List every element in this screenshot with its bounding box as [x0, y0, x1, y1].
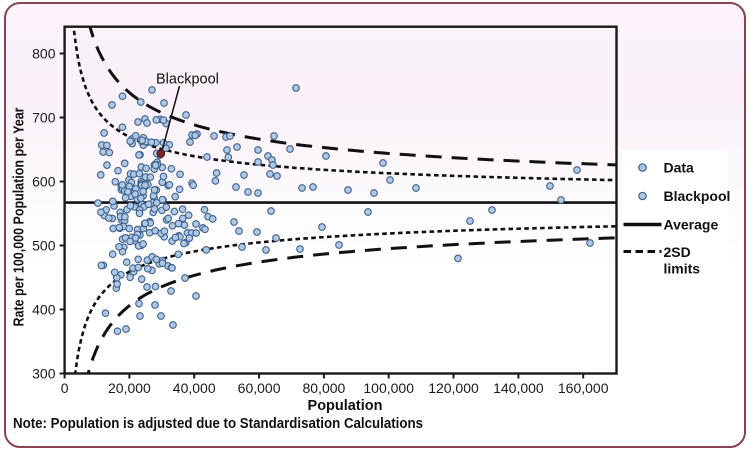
- svg-text:400: 400: [32, 302, 56, 318]
- svg-text:limits: limits: [664, 261, 701, 277]
- svg-text:2SD: 2SD: [664, 244, 691, 260]
- svg-text:Rate per 100,000 Population pe: Rate per 100,000 Population per Year: [12, 107, 28, 326]
- svg-text:300: 300: [32, 366, 56, 382]
- svg-text:160,000: 160,000: [558, 380, 609, 396]
- svg-text:Blackpool: Blackpool: [664, 188, 731, 204]
- svg-text:700: 700: [32, 110, 56, 126]
- svg-text:Data: Data: [664, 160, 695, 176]
- svg-text:0: 0: [61, 380, 69, 396]
- svg-text:Population: Population: [308, 398, 383, 414]
- svg-text:140,000: 140,000: [493, 380, 544, 396]
- svg-text:120,000: 120,000: [428, 380, 479, 396]
- svg-text:40,000: 40,000: [173, 380, 216, 396]
- svg-text:80,000: 80,000: [302, 380, 345, 396]
- svg-text:100,000: 100,000: [363, 380, 414, 396]
- svg-text:20,000: 20,000: [108, 380, 151, 396]
- svg-text:800: 800: [32, 46, 56, 62]
- svg-text:500: 500: [32, 238, 56, 254]
- svg-text:Average: Average: [664, 217, 719, 233]
- svg-text:60,000: 60,000: [238, 380, 281, 396]
- svg-text:Blackpool: Blackpool: [156, 72, 219, 88]
- svg-text:600: 600: [32, 174, 56, 190]
- svg-text:Note: Population is adjusted d: Note: Population is adjusted due to Stan…: [13, 416, 423, 432]
